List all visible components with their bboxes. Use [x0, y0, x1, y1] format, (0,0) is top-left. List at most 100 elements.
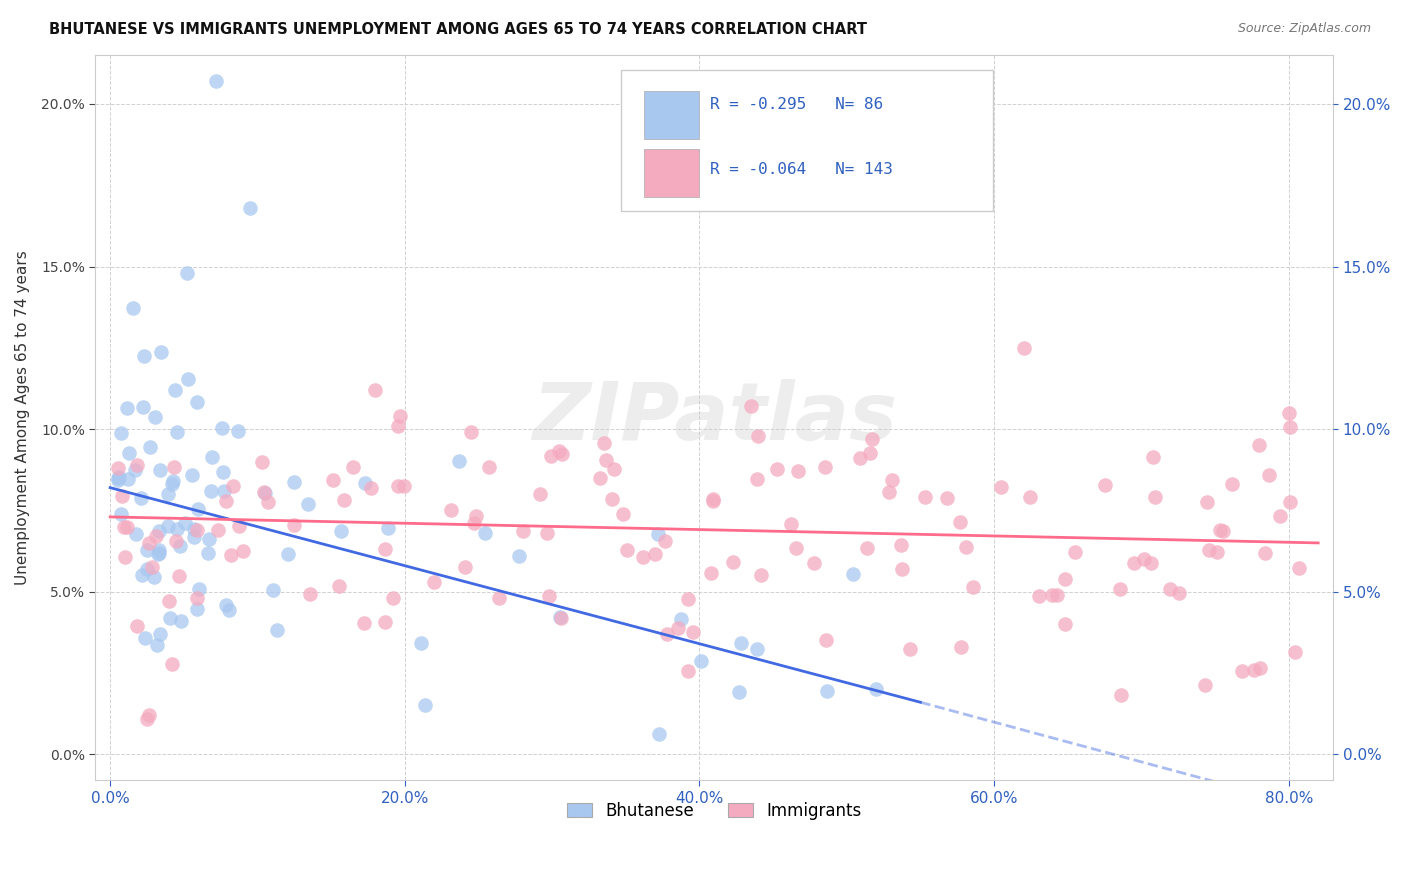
- Point: [1123, 556, 1146, 570]
- Point: [440, 503, 463, 517]
- Point: [221, 479, 243, 493]
- Text: Source: ZipAtlas.com: Source: ZipAtlas.com: [1237, 22, 1371, 36]
- Point: [616, 543, 638, 558]
- Point: [647, 527, 669, 541]
- Point: [132, 350, 155, 364]
- Point: [865, 682, 887, 697]
- Point: [657, 626, 679, 640]
- Point: [740, 400, 762, 414]
- Point: [747, 472, 769, 486]
- Point: [780, 516, 803, 531]
- Point: [186, 395, 208, 409]
- Point: [449, 454, 471, 468]
- Point: [392, 478, 415, 492]
- Point: [145, 529, 167, 543]
- Point: [488, 591, 510, 605]
- Point: [298, 587, 321, 601]
- Point: [149, 627, 172, 641]
- Point: [671, 612, 693, 626]
- Point: [201, 450, 224, 464]
- Point: [219, 548, 242, 562]
- Point: [1206, 545, 1229, 559]
- Point: [529, 487, 551, 501]
- Point: [815, 684, 838, 698]
- Point: [1220, 477, 1243, 491]
- Point: [749, 568, 772, 582]
- Text: ZIPatlas: ZIPatlas: [531, 379, 897, 457]
- Point: [1053, 616, 1076, 631]
- Point: [1254, 546, 1277, 560]
- Point: [949, 640, 972, 654]
- Point: [464, 508, 486, 523]
- Point: [1279, 420, 1302, 434]
- Point: [174, 516, 197, 530]
- Point: [1094, 478, 1116, 492]
- Point: [1133, 552, 1156, 566]
- Point: [1064, 544, 1087, 558]
- Point: [1258, 468, 1281, 483]
- Point: [200, 484, 222, 499]
- Point: [169, 569, 191, 583]
- Point: [136, 713, 159, 727]
- Point: [1028, 589, 1050, 603]
- Point: [322, 473, 344, 487]
- Point: [283, 475, 305, 489]
- Point: [633, 549, 655, 564]
- Point: [138, 536, 160, 550]
- Point: [728, 685, 751, 699]
- Point: [766, 462, 789, 476]
- Point: [550, 610, 572, 624]
- Point: [160, 477, 183, 491]
- Point: [962, 581, 984, 595]
- Point: [955, 540, 977, 554]
- Point: [859, 446, 882, 460]
- Point: [551, 447, 574, 461]
- Point: [212, 465, 235, 479]
- Point: [474, 526, 496, 541]
- Point: [682, 625, 704, 640]
- Point: [131, 567, 153, 582]
- Point: [124, 463, 146, 477]
- Point: [188, 582, 211, 596]
- Point: [747, 641, 769, 656]
- Point: [107, 461, 129, 475]
- Point: [512, 524, 534, 538]
- Point: [253, 486, 276, 500]
- Point: [814, 459, 837, 474]
- Point: [890, 562, 912, 576]
- Point: [110, 508, 132, 522]
- Point: [148, 542, 170, 557]
- Point: [1270, 508, 1292, 523]
- Point: [648, 727, 671, 741]
- Point: [882, 473, 904, 487]
- Point: [115, 519, 138, 533]
- Point: [803, 556, 825, 570]
- Point: [721, 556, 744, 570]
- Point: [125, 458, 148, 472]
- Point: [354, 475, 377, 490]
- Point: [205, 74, 228, 88]
- Point: [1167, 586, 1189, 600]
- Point: [1249, 438, 1271, 452]
- Point: [1109, 582, 1132, 597]
- Point: [702, 491, 724, 506]
- Point: [360, 481, 382, 495]
- Point: [329, 524, 352, 538]
- Point: [163, 459, 186, 474]
- Point: [257, 495, 280, 509]
- Point: [132, 401, 155, 415]
- Point: [136, 542, 159, 557]
- Point: [107, 470, 129, 484]
- Point: [1278, 494, 1301, 508]
- Point: [139, 440, 162, 454]
- Point: [198, 533, 221, 547]
- Point: [387, 418, 409, 433]
- Point: [387, 479, 409, 493]
- Point: [262, 582, 284, 597]
- Point: [814, 633, 837, 648]
- Point: [250, 455, 273, 469]
- Point: [747, 429, 769, 443]
- Point: [730, 636, 752, 650]
- Point: [898, 642, 921, 657]
- Point: [122, 301, 145, 315]
